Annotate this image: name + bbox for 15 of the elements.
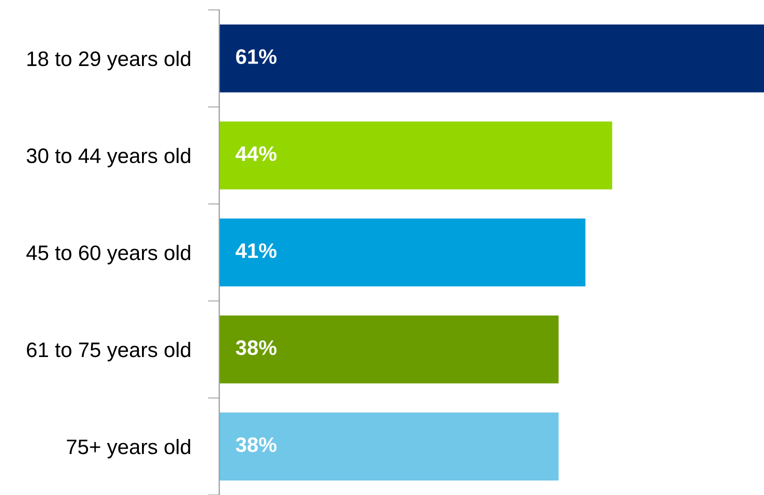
data-label: 44%	[236, 146, 276, 161]
bar	[219, 316, 559, 384]
data-label: 41%	[236, 243, 276, 258]
y-tick-label: 61 to 75 years old	[26, 342, 190, 362]
data-label: 38%	[236, 340, 276, 356]
y-tick-label: 45 to 60 years old	[26, 244, 190, 264]
data-label: 38%	[236, 437, 276, 452]
y-tick-label: 30 to 44 years old	[26, 148, 190, 168]
bar	[219, 24, 764, 92]
bar	[219, 218, 586, 286]
data-label: 61%	[236, 49, 276, 64]
bar	[219, 121, 612, 190]
y-tick-label: 18 to 29 years old	[27, 50, 190, 70]
y-tick-label: 75+ years old	[66, 438, 190, 458]
bar	[219, 412, 559, 480]
